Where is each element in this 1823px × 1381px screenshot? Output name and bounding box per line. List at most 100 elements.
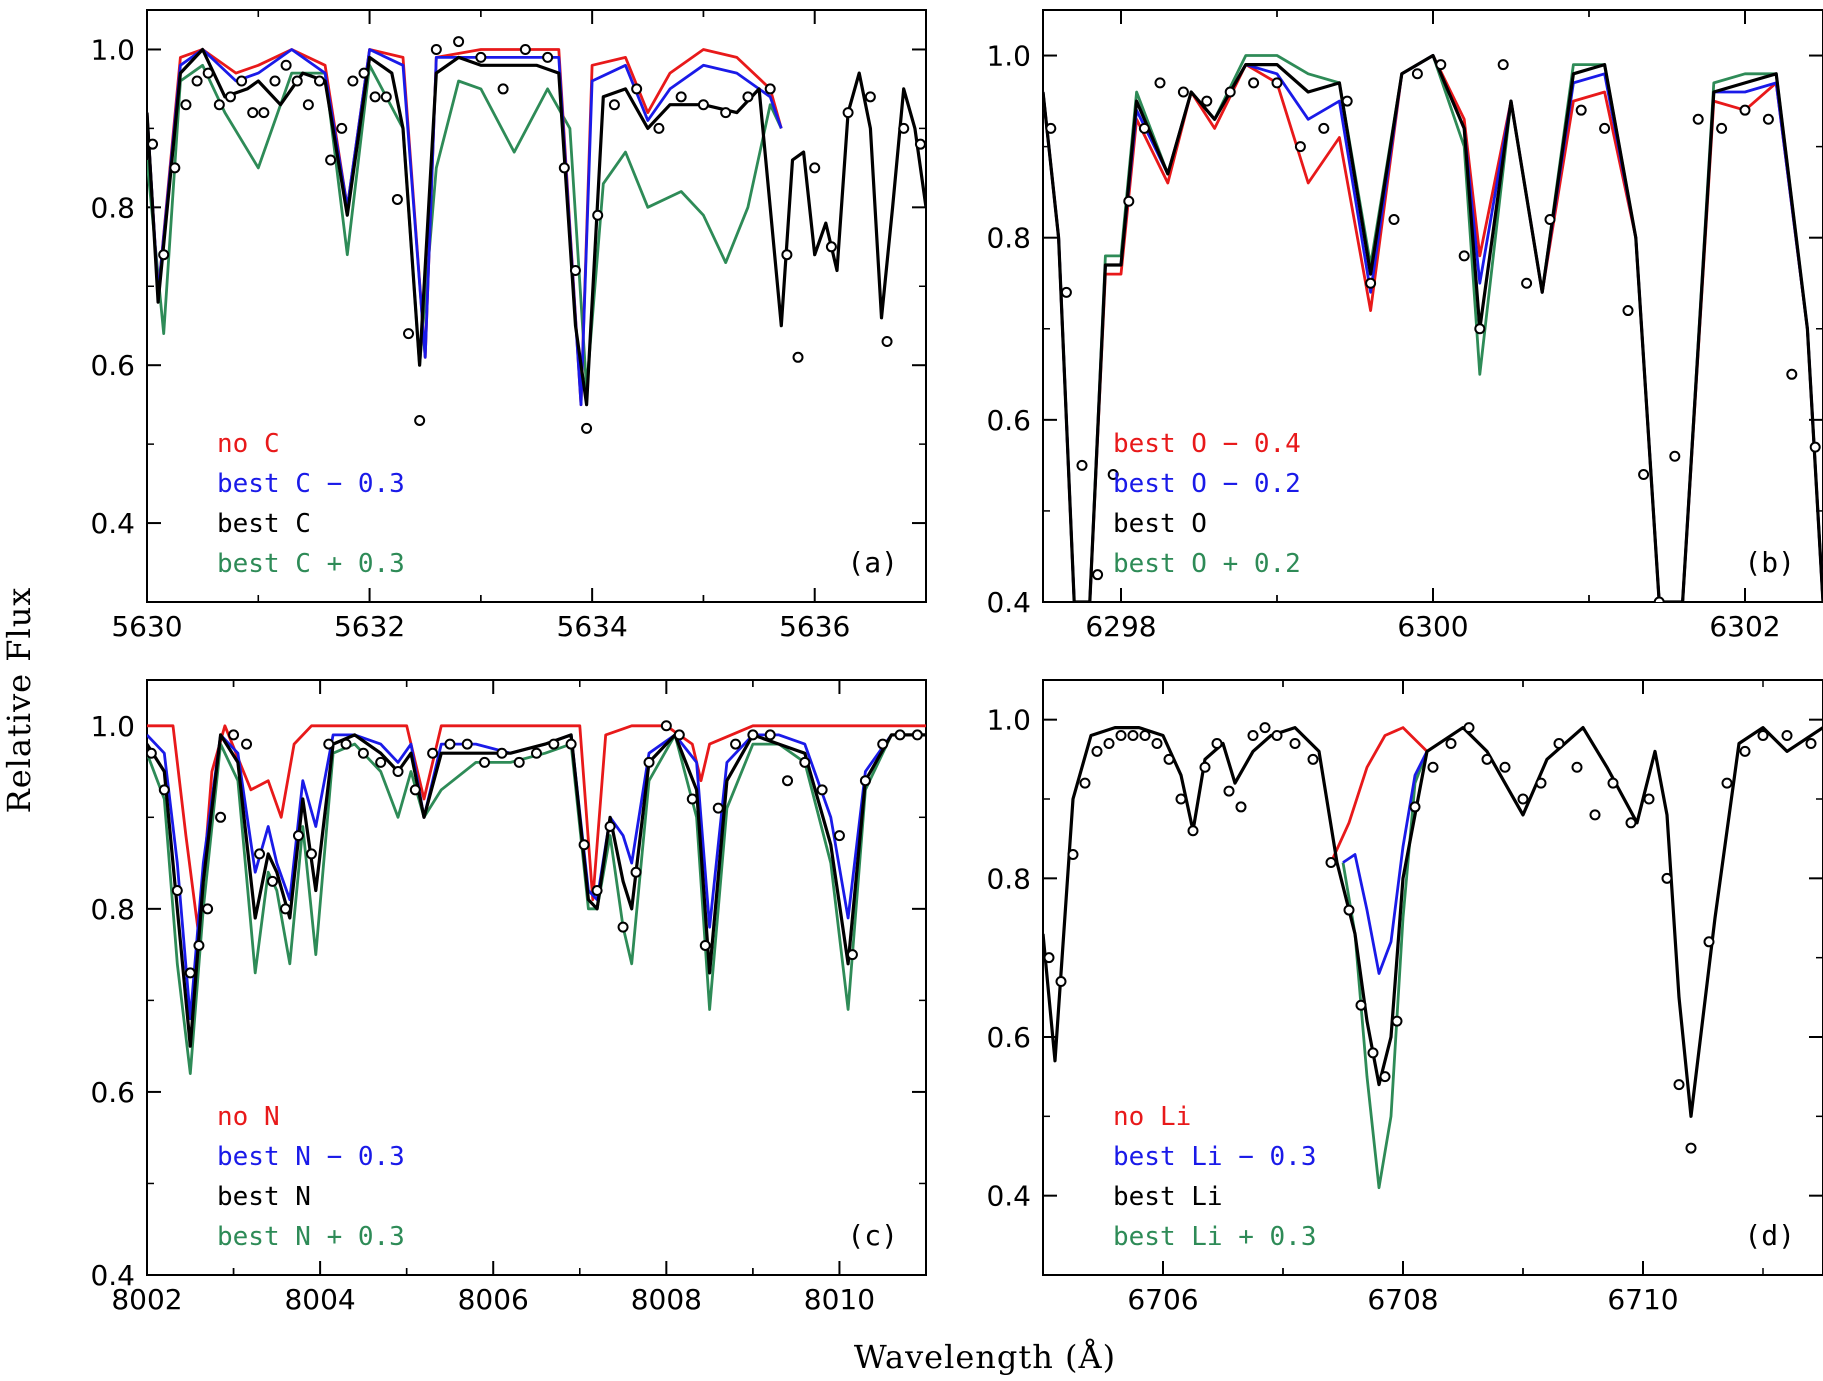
panel-c: 8002 8004 8006 8008 8010 0.4 0.6 0.8 1.0 no N best… [90, 679, 927, 1316]
observed-point [1786, 368, 1798, 380]
observed-point [461, 738, 473, 750]
legend-entry: best N + 0.3 [217, 1222, 405, 1252]
observed-point [184, 967, 196, 979]
observed-point [846, 949, 858, 961]
observed-point [1474, 323, 1486, 335]
observed-point [1499, 761, 1511, 773]
observed-point [1355, 999, 1367, 1011]
observed-point [280, 59, 292, 71]
observed-point [1762, 113, 1774, 125]
observed-point [158, 784, 170, 796]
x-axis-title: Wavelength (Å) [854, 1338, 1116, 1376]
observed-point [1343, 904, 1355, 916]
legend-entry: best O − 0.2 [1113, 469, 1301, 499]
observed-point [1259, 722, 1271, 734]
series-line-green [147, 733, 926, 1075]
observed-point [898, 122, 910, 134]
observed-point [742, 91, 754, 103]
observed-point [1091, 745, 1103, 757]
y-tick-label: 0.6 [986, 1021, 1031, 1054]
observed-point [1123, 195, 1135, 207]
observed-point [147, 138, 159, 150]
observed-point [347, 75, 359, 87]
observed-point [720, 107, 732, 119]
legend-entry: best O [1113, 509, 1207, 539]
y-tick-label: 1.0 [90, 710, 135, 743]
observed-point [1307, 753, 1319, 765]
observed-point [592, 209, 604, 221]
observed-point [202, 903, 214, 915]
observed-point [1177, 86, 1189, 98]
y-tick-label: 0.6 [90, 1076, 135, 1109]
observed-point [1575, 104, 1587, 116]
observed-point [686, 793, 698, 805]
observed-point [1521, 277, 1533, 289]
x-tick-label: 8002 [111, 1283, 182, 1316]
observed-point [1739, 745, 1751, 757]
observed-point [380, 91, 392, 103]
observed-point [241, 738, 253, 750]
observed-point [1497, 59, 1509, 71]
observed-point [1669, 450, 1681, 462]
observed-point [1571, 761, 1583, 773]
x-tick-label: 5634 [557, 610, 628, 643]
observed-point [1685, 1142, 1697, 1154]
observed-point [1151, 737, 1163, 749]
x-tick-label: 5632 [334, 610, 405, 643]
observed-point [1805, 737, 1817, 749]
observed-point [1673, 1079, 1685, 1091]
observed-point [1607, 777, 1619, 789]
observed-point [202, 67, 214, 79]
observed-point [730, 738, 742, 750]
y-tick-label: 0.6 [90, 349, 135, 382]
x-tick-label: 5636 [779, 610, 850, 643]
observed-point [782, 775, 794, 787]
observed-point [171, 885, 183, 897]
observed-point [1154, 77, 1166, 89]
observed-point [1325, 856, 1337, 868]
series-line-blue [1342, 750, 1429, 975]
observed-point [475, 51, 487, 63]
legend-entry: no C [217, 429, 280, 459]
panel-d-frame [1042, 679, 1823, 1276]
observed-point [1458, 250, 1470, 262]
observed-point [617, 921, 629, 933]
observed-point [604, 820, 616, 832]
observed-point [1638, 468, 1650, 480]
y-tick-label: 0.4 [986, 586, 1031, 619]
observed-point [1409, 801, 1421, 813]
observed-point [1809, 441, 1821, 453]
y-tick-label: 0.8 [90, 893, 135, 926]
observed-point [1201, 95, 1213, 107]
observed-point [519, 43, 531, 55]
panel-b-plot-area [1043, 53, 1823, 602]
observed-point [747, 729, 759, 741]
observed-point [660, 720, 672, 732]
observed-point [1235, 801, 1247, 813]
observed-point [1045, 122, 1057, 134]
observed-point [340, 738, 352, 750]
series-line-black [1043, 53, 1823, 602]
observed-point [1199, 761, 1211, 773]
observed-point [430, 43, 442, 55]
observed-point [267, 875, 279, 887]
observed-point [228, 729, 240, 741]
observed-point [1175, 793, 1187, 805]
y-tick-label: 0.4 [90, 1259, 135, 1292]
legend-entry: best O + 0.2 [1113, 549, 1301, 579]
observed-point [392, 766, 404, 778]
observed-point [1391, 1015, 1403, 1027]
observed-point [1043, 952, 1055, 964]
observed-point [279, 903, 291, 915]
observed-point [1107, 468, 1119, 480]
observed-point [1318, 122, 1330, 134]
observed-point [1703, 936, 1715, 948]
observed-point [409, 784, 421, 796]
observed-point [1781, 730, 1793, 742]
observed-point [1115, 730, 1127, 742]
observed-point [236, 75, 248, 87]
x-tick-label: 8008 [631, 1283, 702, 1316]
observed-point [247, 107, 259, 119]
legend-entry: best Li + 0.3 [1113, 1222, 1317, 1252]
observed-point [631, 83, 643, 95]
